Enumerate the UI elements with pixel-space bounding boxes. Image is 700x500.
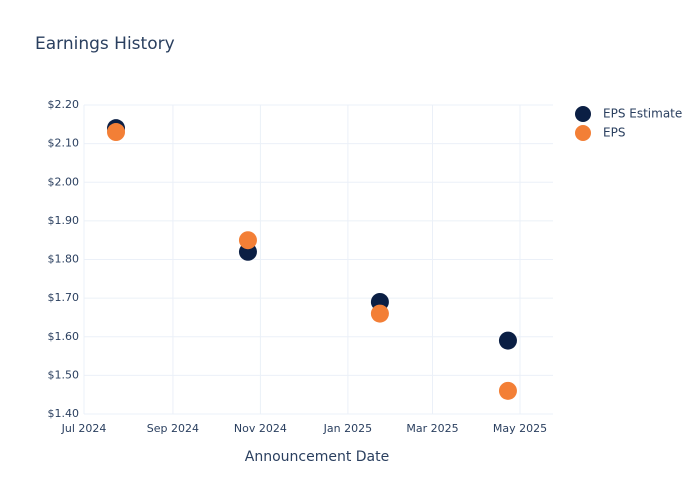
y-tick-label: $1.90: [48, 214, 80, 227]
x-tick-label: May 2025: [493, 422, 547, 435]
y-tick-label: $2.10: [48, 137, 80, 150]
y-tick-label: $1.50: [48, 368, 80, 381]
marker: [107, 123, 126, 142]
y-tick-label: $1.40: [48, 407, 80, 420]
legend-marker: [575, 125, 591, 141]
x-tick-label: Jan 2025: [323, 422, 372, 435]
y-tick-label: $1.60: [48, 330, 80, 343]
marker: [238, 231, 257, 250]
y-tick-label: $2.20: [48, 98, 80, 111]
y-tick-label: $1.80: [48, 253, 80, 266]
legend-label: EPS Estimate: [603, 107, 682, 121]
marker: [498, 331, 517, 350]
y-tick-label: $1.70: [48, 291, 80, 304]
marker: [370, 304, 389, 323]
x-axis-label: Announcement Date: [245, 449, 389, 465]
legend-marker: [575, 106, 591, 122]
x-tick-label: Sep 2024: [147, 422, 199, 435]
legend-label: EPS: [603, 126, 625, 140]
marker: [498, 381, 517, 400]
chart-title: Earnings History: [35, 34, 175, 54]
x-tick-label: Jul 2024: [61, 422, 107, 435]
y-tick-label: $2.00: [48, 175, 80, 188]
x-tick-label: Nov 2024: [234, 422, 287, 435]
x-tick-label: Mar 2025: [406, 422, 458, 435]
